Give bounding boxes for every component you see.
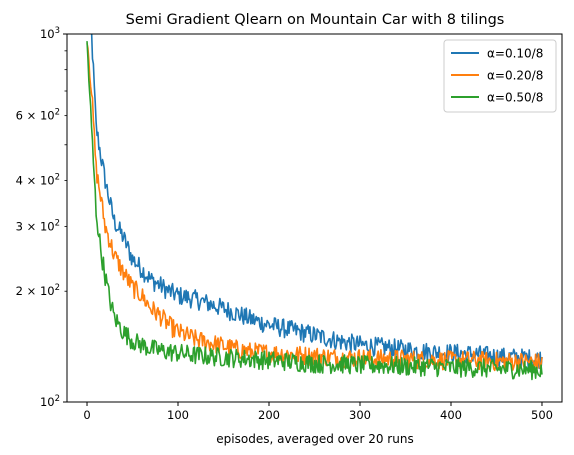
y-tick-label: 6 × 102 xyxy=(16,108,60,123)
y-axis: 102 103 2 × 102 3 × 102 4 × 102 6 × 102 xyxy=(16,26,67,409)
legend-label: α=0.10/8 xyxy=(487,47,543,61)
y-tick-label: 103 xyxy=(40,26,60,41)
data-lines xyxy=(86,34,543,381)
series-line-2 xyxy=(86,43,543,372)
x-axis: 0 100 200 300 400 500 xyxy=(83,402,553,422)
legend-label: α=0.50/8 xyxy=(487,91,543,105)
y-tick-label: 3 × 102 xyxy=(16,218,60,233)
y-tick-label: 102 xyxy=(40,394,60,409)
y-tick-label: 2 × 102 xyxy=(16,283,60,298)
chart-title: Semi Gradient Qlearn on Mountain Car wit… xyxy=(126,12,505,28)
x-tick-label: 200 xyxy=(258,408,280,422)
x-axis-label: episodes, averaged over 20 runs xyxy=(216,432,413,446)
y-tick-label: 4 × 102 xyxy=(16,172,60,187)
legend-box xyxy=(443,39,557,113)
x-tick-label: 500 xyxy=(531,408,553,422)
legend: α=0.10/8 α=0.20/8 α=0.50/8 xyxy=(443,39,557,113)
plot-area xyxy=(66,33,563,403)
plot-frame xyxy=(66,33,563,403)
x-tick-label: 300 xyxy=(349,408,371,422)
series-line-1 xyxy=(90,34,543,370)
x-tick-label: 100 xyxy=(167,408,189,422)
legend-label: α=0.20/8 xyxy=(487,69,543,83)
x-tick-label: 0 xyxy=(83,408,90,422)
x-tick-label: 400 xyxy=(440,408,462,422)
series-line-3 xyxy=(86,41,543,381)
